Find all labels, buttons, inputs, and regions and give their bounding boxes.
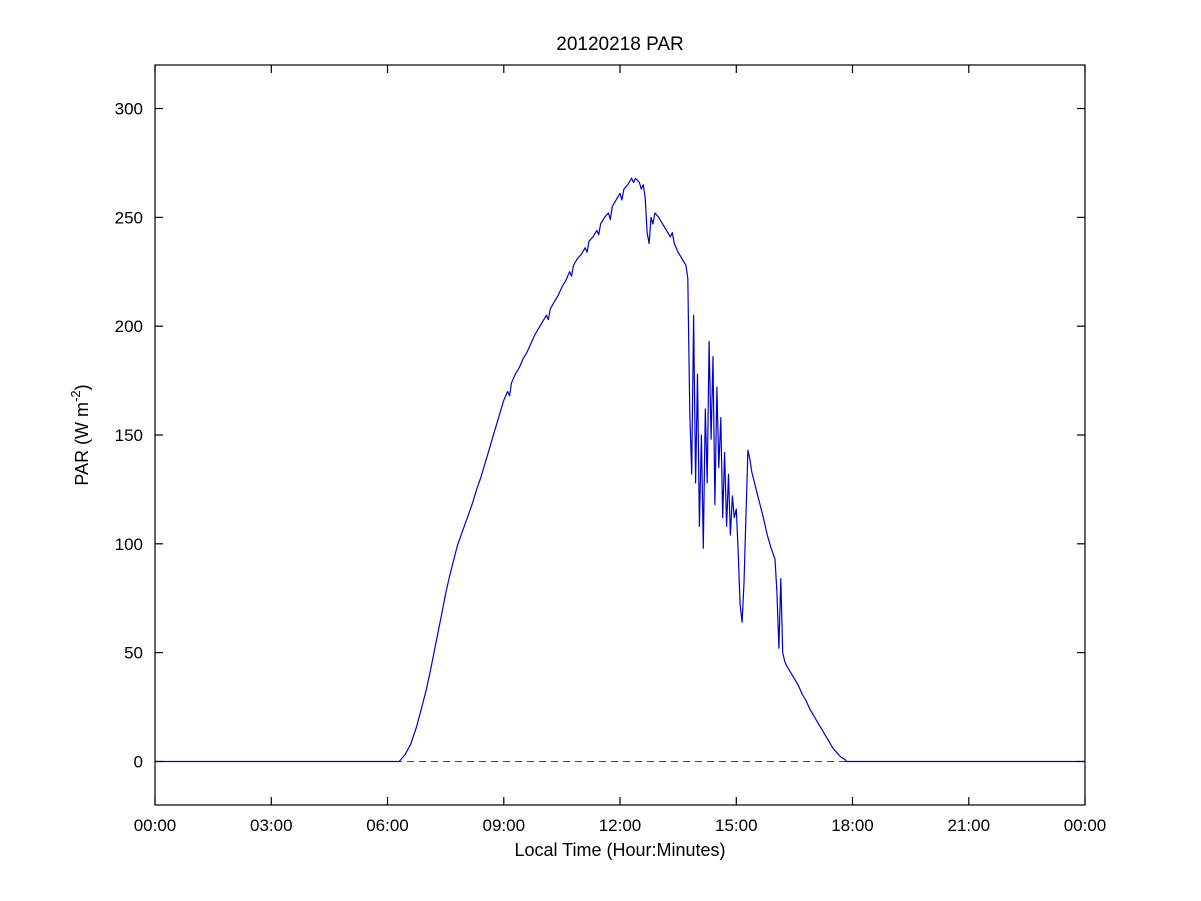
y-tick-label: 50 bbox=[124, 644, 143, 663]
x-tick-label: 12:00 bbox=[599, 816, 642, 835]
x-tick-label: 06:00 bbox=[366, 816, 409, 835]
y-tick-label: 300 bbox=[115, 100, 143, 119]
chart-title: 20120218 PAR bbox=[556, 34, 683, 55]
x-tick-label: 03:00 bbox=[250, 816, 293, 835]
x-tick-label: 00:00 bbox=[134, 816, 177, 835]
par-series-line bbox=[154, 177, 1086, 763]
x-tick-label: 18:00 bbox=[831, 816, 874, 835]
axis-box bbox=[154, 64, 1086, 806]
x-axis-label: Local Time (Hour:Minutes) bbox=[514, 840, 725, 860]
y-tick-label: 250 bbox=[115, 208, 143, 227]
x-tick-label: 00:00 bbox=[1064, 816, 1107, 835]
plot-area: 00:00 03:00 06:00 09:00 12:00 15:00 18:00 21:00… bbox=[115, 64, 1107, 835]
y-tick-label: 0 bbox=[134, 753, 143, 772]
x-tick-label: 09:00 bbox=[483, 816, 526, 835]
y-tick-label: 100 bbox=[115, 535, 143, 554]
y-tick-label: 200 bbox=[115, 317, 143, 336]
y-axis-label: PAR (W m-2) bbox=[68, 384, 92, 485]
y-tick-label: 150 bbox=[115, 426, 143, 445]
x-tick-label: 15:00 bbox=[715, 816, 758, 835]
x-tick-label: 21:00 bbox=[948, 816, 991, 835]
